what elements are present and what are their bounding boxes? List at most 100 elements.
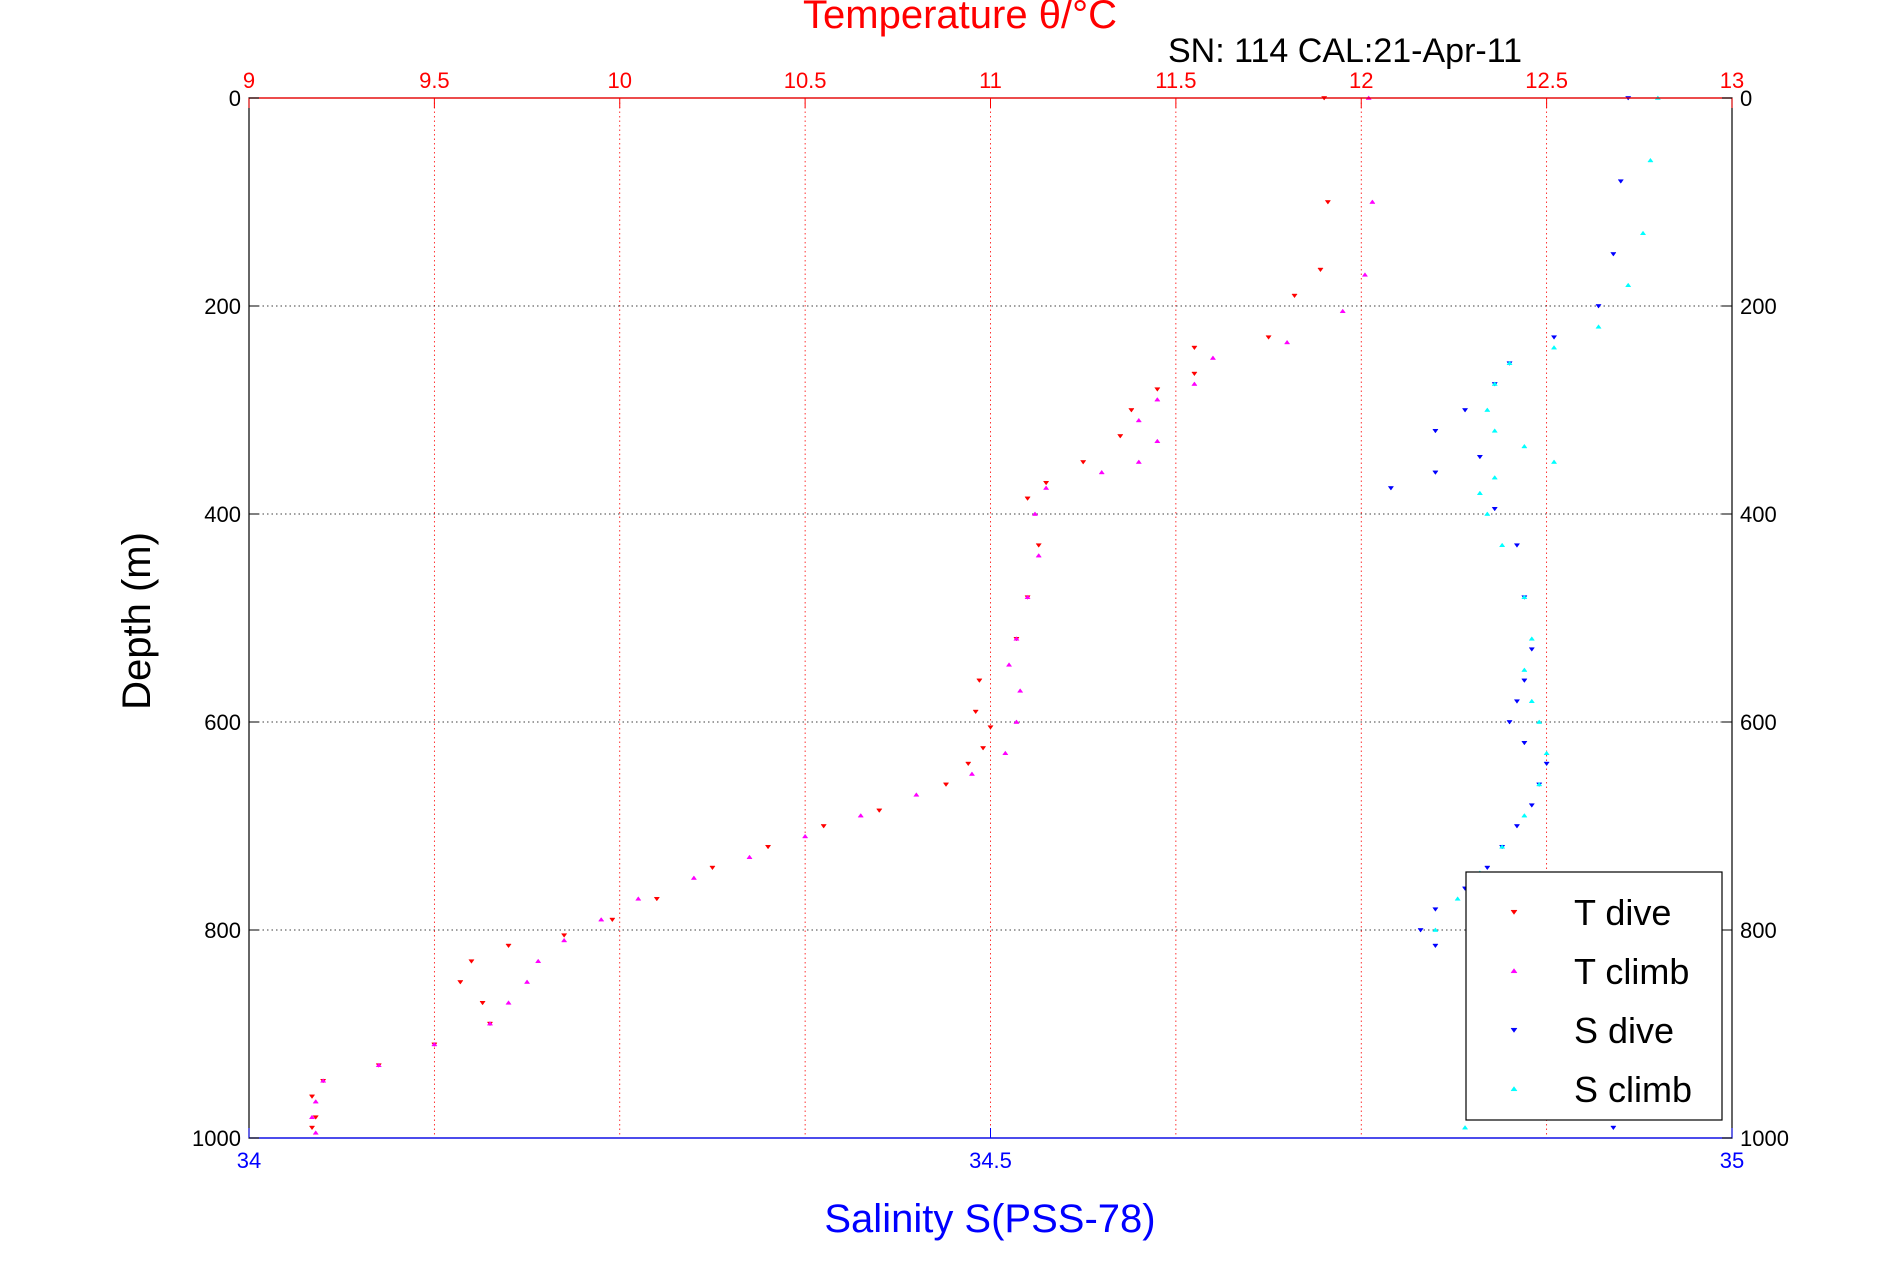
data-point: [1317, 267, 1324, 273]
data-point: [1499, 844, 1506, 849]
data-point: [308, 1094, 316, 1099]
data-point: [979, 746, 987, 751]
data-point: [1476, 454, 1483, 460]
data-point: [1521, 740, 1528, 746]
y-axis-tick-label-right: 1000: [1740, 1126, 1789, 1151]
data-point: [1128, 408, 1135, 413]
data-point: [1017, 688, 1024, 693]
y-axis-tick-label-right: 0: [1740, 86, 1752, 111]
data-point: [746, 854, 753, 860]
data-point: [802, 833, 809, 839]
data-point: [965, 761, 972, 767]
data-point: [1521, 667, 1528, 672]
data-point: [1005, 662, 1013, 667]
data-point: [1154, 438, 1161, 444]
y-axis-tick-label-left: 0: [229, 86, 241, 111]
data-point: [1043, 485, 1050, 490]
data-point: [457, 980, 464, 985]
data-point: [1013, 719, 1020, 724]
y-axis-tick-label-left: 200: [204, 294, 241, 319]
data-point: [1521, 813, 1528, 818]
data-point: [1595, 324, 1602, 329]
data-point: [1035, 543, 1042, 548]
data-point: [820, 824, 827, 829]
data-point: [1528, 803, 1535, 808]
data-point: [1536, 719, 1543, 724]
data-point: [1625, 282, 1632, 288]
legend-label: T climb: [1574, 951, 1689, 992]
data-point: [635, 896, 642, 901]
data-point: [1387, 486, 1394, 491]
data-point: [1432, 428, 1439, 434]
legend-marker: [1510, 1027, 1518, 1033]
data-point: [1647, 157, 1654, 163]
y-axis-tick-label-left: 800: [204, 918, 241, 943]
data-point: [1528, 636, 1535, 641]
top-axis-tick-label: 11.5: [1155, 68, 1196, 93]
data-point: [1610, 1125, 1617, 1131]
bottom-axis-tick-label: 34: [237, 1148, 261, 1173]
data-point: [1080, 460, 1087, 465]
data-point: [561, 933, 568, 938]
data-point: [1035, 553, 1042, 558]
data-point: [1002, 750, 1009, 756]
chart-subtitle: SN: 114 CAL:21-Apr-11: [1168, 32, 1522, 70]
chart-title: Temperature θ/°C: [803, 0, 1117, 37]
data-point: [1521, 443, 1528, 449]
data-point: [857, 813, 864, 818]
data-point: [1291, 293, 1298, 299]
data-point: [505, 943, 512, 949]
data-point: [1361, 272, 1369, 277]
data-point: [1536, 781, 1543, 787]
data-point: [561, 937, 568, 943]
data-point: [312, 1115, 319, 1120]
data-point: [876, 808, 883, 813]
data-point: [1543, 750, 1550, 756]
data-point: [1432, 470, 1439, 475]
top-axis-tick-label: 12: [1349, 68, 1373, 93]
data-point: [976, 678, 983, 683]
data-point: [1284, 339, 1291, 345]
data-point: [1521, 678, 1528, 683]
top-axis-tick-label: 9: [243, 68, 255, 93]
data-point: [1595, 304, 1602, 309]
legend-label: S climb: [1574, 1069, 1692, 1110]
data-point: [1191, 371, 1198, 377]
data-point: [913, 792, 920, 797]
legend: T dive T climb S dive S climb: [1465, 871, 1723, 1121]
data-point: [1499, 542, 1506, 548]
y-axis-tick-label-right: 400: [1740, 502, 1777, 527]
data-point: [1117, 434, 1124, 439]
data-point: [987, 725, 994, 730]
data-point: [1543, 761, 1550, 767]
data-point: [1513, 543, 1521, 548]
data-point: [1024, 496, 1031, 501]
data-point: [1098, 469, 1105, 475]
data-point: [1550, 459, 1558, 464]
data-point: [609, 917, 616, 923]
top-axis-tick-label: 11: [979, 68, 1002, 93]
data-point: [1491, 506, 1498, 512]
data-point: [1043, 480, 1050, 486]
data-point: [1209, 355, 1217, 360]
data-point: [764, 844, 772, 850]
data-point: [486, 1021, 494, 1026]
legend-marker: [1510, 1086, 1518, 1092]
y-axis-tick-label-left: 600: [204, 710, 241, 735]
legend-box: [1465, 871, 1723, 1121]
data-point: [1528, 698, 1535, 704]
data-point: [1484, 407, 1491, 412]
data-point: [1491, 428, 1498, 433]
bottom-axis-label: Salinity S(PSS-78): [824, 1197, 1155, 1241]
data-point: [1506, 360, 1513, 366]
data-point: [1639, 230, 1647, 236]
data-point: [968, 771, 976, 776]
data-point: [1191, 345, 1198, 351]
data-point: [312, 1130, 319, 1135]
data-point: [1432, 907, 1439, 912]
data-point: [1432, 943, 1439, 949]
data-point: [523, 979, 531, 984]
data-point: [1154, 397, 1161, 402]
data-point: [312, 1099, 319, 1104]
